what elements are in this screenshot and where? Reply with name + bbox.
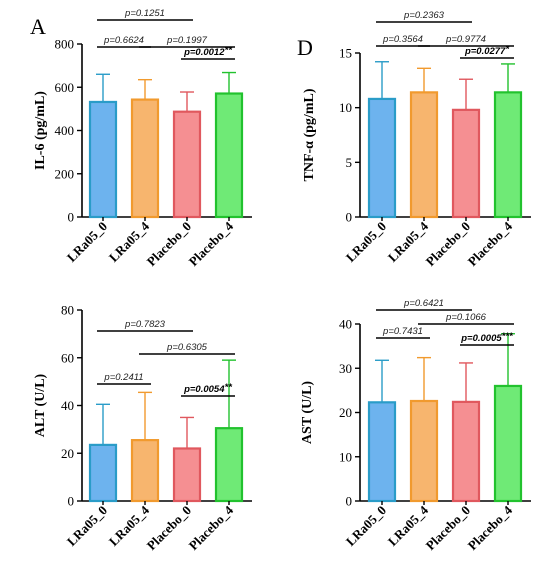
y-tick-label: 40: [339, 317, 352, 332]
y-axis-label: ALT (U/L): [33, 373, 48, 437]
bar-lra05-0: [88, 100, 118, 219]
x-tick-label: Placebo_4: [465, 502, 516, 553]
bar-lra05-0: [367, 401, 397, 503]
p-value-label: p=0.0005***: [460, 331, 514, 344]
x-tick-label: LRa05_0: [64, 219, 110, 265]
y-tick-label: 30: [339, 361, 352, 376]
y-tick-label: 600: [55, 80, 75, 95]
p-value-label: p=0.1251: [124, 8, 165, 19]
bar-placebo-4: [214, 92, 244, 219]
bar-placebo-0: [172, 110, 202, 219]
bar-lra05-4: [130, 98, 160, 219]
p-value-label: p=0.1066: [445, 312, 487, 323]
bar-placebo-4: [493, 91, 523, 219]
x-tick-label: LRa05_0: [64, 503, 110, 549]
y-tick-label: 20: [339, 405, 352, 420]
x-tick-label: Placebo_4: [186, 218, 237, 269]
p-value-label: p=0.6624: [103, 35, 144, 46]
p-value-label: p=0.3564: [382, 34, 423, 45]
x-tick-label: Placebo_4: [465, 218, 516, 269]
y-tick-label: 15: [339, 46, 352, 61]
y-axis-label: IL-6 (pg/mL): [33, 91, 48, 170]
p-value-label: p=0.0012**: [183, 45, 233, 58]
y-tick-label: 0: [346, 210, 353, 225]
x-tick-label: Placebo_0: [423, 503, 473, 553]
y-tick-label: 20: [61, 446, 74, 461]
y-tick-label: 60: [61, 350, 74, 365]
bar-lra05-4: [409, 91, 439, 219]
bar-placebo-0: [451, 400, 481, 503]
y-tick-label: 10: [339, 449, 352, 464]
panel-letter: A: [30, 14, 46, 39]
x-tick-label: Placebo_4: [186, 502, 237, 553]
bar-placebo-4: [214, 427, 244, 503]
y-tick-label: 0: [68, 210, 75, 225]
y-tick-label: 200: [55, 166, 75, 181]
p-value-label: p=0.6305: [166, 342, 208, 353]
bar-placebo-4: [493, 384, 523, 503]
x-tick-label: LRa05_0: [343, 503, 389, 549]
bar-lra05-0: [88, 443, 118, 503]
p-value-label: p=0.0277*: [464, 44, 510, 57]
y-tick-label: 0: [346, 494, 353, 509]
bar-lra05-0: [367, 97, 397, 219]
p-value-label: p=0.6421: [403, 298, 444, 309]
significance-stars: ***: [502, 331, 514, 342]
y-tick-label: 80: [61, 303, 74, 318]
p-value-label: p=0.2411: [103, 372, 143, 383]
significance-stars: *: [505, 44, 510, 55]
bar-lra05-4: [130, 439, 160, 503]
p-value-label: p=0.0054**: [183, 382, 233, 395]
y-axis-label: AST (U/L): [300, 381, 315, 444]
x-tick-label: Placebo_0: [144, 219, 194, 269]
y-tick-label: 800: [55, 37, 75, 52]
p-value-label: p=0.2363: [403, 10, 445, 21]
y-tick-label: 10: [339, 100, 352, 115]
p-value-label: p=0.7823: [124, 319, 166, 330]
p-value-label: p=0.1997: [166, 35, 208, 46]
p-value-label: p=0.9774: [445, 34, 486, 45]
significance-stars: **: [225, 382, 234, 393]
x-tick-label: LRa05_0: [343, 219, 389, 265]
y-axis-label: TNF-α (pg/mL): [302, 88, 317, 181]
significance-stars: **: [225, 45, 234, 56]
x-tick-label: Placebo_0: [423, 219, 473, 269]
bar-lra05-4: [409, 399, 439, 503]
p-value-label: p=0.7431: [382, 326, 423, 337]
y-tick-label: 400: [55, 123, 75, 138]
panel-letter: D: [297, 35, 313, 60]
bar-placebo-0: [172, 447, 202, 503]
bar-placebo-0: [451, 108, 481, 219]
x-tick-label: Placebo_0: [144, 503, 194, 553]
y-tick-label: 40: [61, 398, 74, 413]
y-tick-label: 0: [68, 494, 75, 509]
y-tick-label: 5: [346, 155, 353, 170]
